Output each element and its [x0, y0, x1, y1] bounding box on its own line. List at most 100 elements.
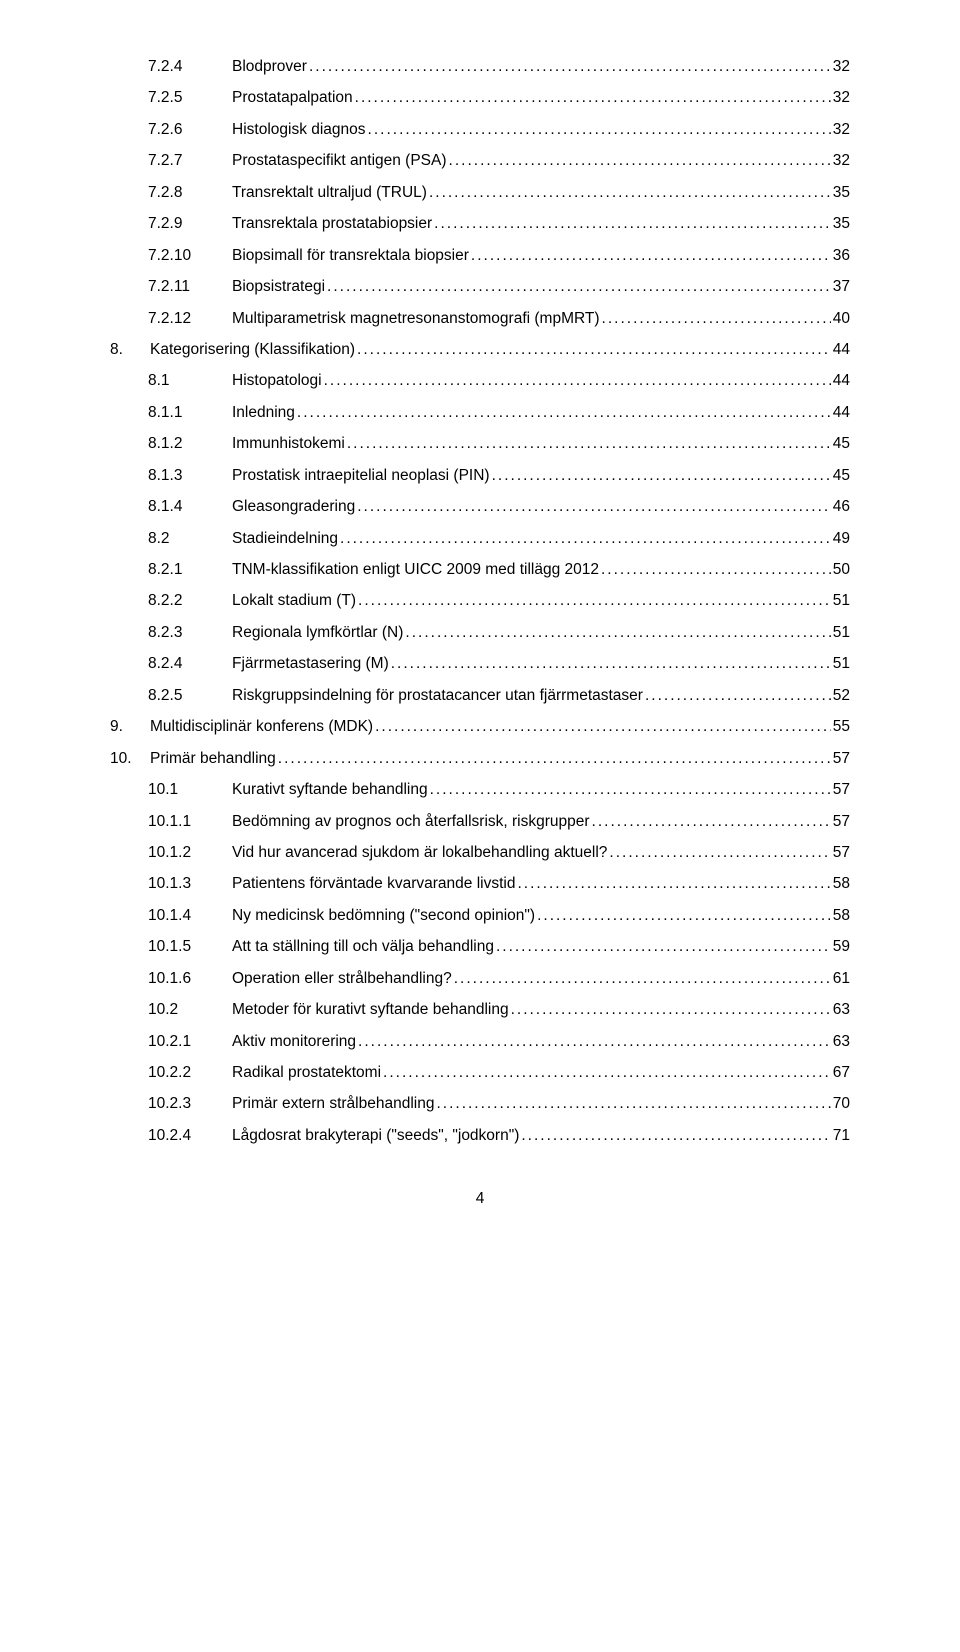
toc-entry: 8.1.3Prostatisk intraepitelial neoplasi … — [110, 461, 850, 490]
toc-entry-page: 57 — [831, 838, 850, 867]
toc-entry-page: 49 — [831, 524, 850, 553]
dot-leader — [511, 995, 831, 1024]
dot-leader — [492, 461, 831, 490]
toc-entry-number: 8.2 — [148, 524, 232, 553]
dot-leader — [405, 618, 830, 647]
toc-entry-label: Immunhistokemi — [232, 429, 347, 458]
toc-entry-number: 8.1.1 — [148, 398, 232, 427]
toc-entry-label: Fjärrmetastasering (M) — [232, 649, 391, 678]
page-number: 4 — [110, 1184, 850, 1213]
dot-leader — [340, 524, 831, 553]
toc-entry-page: 35 — [831, 178, 850, 207]
toc-entry-number: 7.2.9 — [148, 209, 232, 238]
toc-entry-label: Biopsimall för transrektala biopsier — [232, 241, 471, 270]
toc-entry-page: 51 — [831, 618, 850, 647]
toc-entry-number: 10. — [110, 744, 150, 773]
toc-entry-page: 63 — [831, 995, 850, 1024]
toc-entry-number: 8.2.3 — [148, 618, 232, 647]
toc-entry-page: 32 — [831, 146, 850, 175]
dot-leader — [609, 838, 830, 867]
toc-entry: 10.1Kurativt syftande behandling57 — [110, 775, 850, 804]
toc-entry-page: 45 — [831, 461, 850, 490]
toc-entry-page: 35 — [831, 209, 850, 238]
toc-entry-number: 10.1.3 — [148, 869, 232, 898]
toc-entry-page: 32 — [831, 52, 850, 81]
toc-entry-label: Primär behandling — [150, 744, 278, 773]
dot-leader — [357, 492, 831, 521]
dot-leader — [358, 586, 831, 615]
toc-entry: 7.2.10Biopsimall för transrektala biopsi… — [110, 241, 850, 270]
toc-entry-number: 10.2.2 — [148, 1058, 232, 1087]
toc-entry-number: 10.1 — [148, 775, 232, 804]
toc-entry: 7.2.6Histologisk diagnos32 — [110, 115, 850, 144]
toc-entry-number: 8.1 — [148, 366, 232, 395]
toc-entry-label: Bedömning av prognos och återfallsrisk, … — [232, 807, 592, 836]
dot-leader — [601, 555, 831, 584]
dot-leader — [383, 1058, 831, 1087]
toc-entry-number: 7.2.12 — [148, 304, 232, 333]
toc-entry-page: 32 — [831, 115, 850, 144]
toc-entry-label: TNM-klassifikation enligt UICC 2009 med … — [232, 555, 601, 584]
dot-leader — [429, 178, 831, 207]
toc-entry-page: 45 — [831, 429, 850, 458]
toc-entry-label: Lokalt stadium (T) — [232, 586, 358, 615]
toc-entry-number: 10.1.5 — [148, 932, 232, 961]
toc-entry-number: 10.2.3 — [148, 1089, 232, 1118]
dot-leader — [436, 1089, 830, 1118]
toc-entry: 10.1.5Att ta ställning till och välja be… — [110, 932, 850, 961]
toc-entry-label: Histopatologi — [232, 366, 324, 395]
toc-entry: 7.2.11Biopsistrategi37 — [110, 272, 850, 301]
dot-leader — [517, 869, 830, 898]
toc-entry-page: 57 — [831, 744, 850, 773]
toc-entry-page: 46 — [831, 492, 850, 521]
dot-leader — [449, 146, 831, 175]
toc-entry-number: 8.1.4 — [148, 492, 232, 521]
toc-entry-number: 10.1.6 — [148, 964, 232, 993]
toc-entry-page: 58 — [831, 901, 850, 930]
toc-entry: 10.Primär behandling 57 — [110, 744, 850, 773]
dot-leader — [434, 209, 831, 238]
toc-entry-page: 44 — [831, 366, 850, 395]
toc-entry-page: 67 — [831, 1058, 850, 1087]
dot-leader — [309, 52, 831, 81]
toc-entry: 10.1.2Vid hur avancerad sjukdom är lokal… — [110, 838, 850, 867]
toc-entry-label: Blodprover — [232, 52, 309, 81]
toc-entry-label: Riskgruppsindelning för prostatacancer u… — [232, 681, 645, 710]
toc-entry-label: Kurativt syftande behandling — [232, 775, 430, 804]
toc-entry: 8.2Stadieindelning 49 — [110, 524, 850, 553]
toc-entry-label: Prostatisk intraepitelial neoplasi (PIN) — [232, 461, 492, 490]
dot-leader — [278, 744, 831, 773]
toc-entry-page: 50 — [831, 555, 850, 584]
toc-entry-page: 51 — [831, 586, 850, 615]
toc-entry-label: Multiparametrisk magnetresonanstomografi… — [232, 304, 602, 333]
table-of-contents: 7.2.4Blodprover327.2.5Prostatapalpation3… — [110, 52, 850, 1150]
dot-leader — [602, 304, 831, 333]
dot-leader — [327, 272, 831, 301]
toc-entry: 7.2.7Prostataspecifikt antigen (PSA)32 — [110, 146, 850, 175]
toc-entry-number: 8.2.2 — [148, 586, 232, 615]
toc-entry-label: Gleasongradering — [232, 492, 357, 521]
toc-entry-page: 44 — [831, 398, 850, 427]
dot-leader — [645, 681, 831, 710]
toc-entry-number: 7.2.10 — [148, 241, 232, 270]
toc-entry: 10.2.4Lågdosrat brakyterapi ("seeds", "j… — [110, 1121, 850, 1150]
dot-leader — [537, 901, 831, 930]
toc-entry-number: 9. — [110, 712, 150, 741]
dot-leader — [297, 398, 831, 427]
toc-entry-label: Stadieindelning — [232, 524, 340, 553]
toc-entry-label: Prostatapalpation — [232, 83, 355, 112]
toc-entry-page: 70 — [831, 1089, 850, 1118]
toc-entry-label: Regionala lymfkörtlar (N) — [232, 618, 405, 647]
toc-entry-label: Operation eller strålbehandling? — [232, 964, 454, 993]
toc-entry-label: Inledning — [232, 398, 297, 427]
toc-entry-page: 71 — [831, 1121, 850, 1150]
toc-entry: 8.Kategorisering (Klassifikation)44 — [110, 335, 850, 364]
toc-entry-page: 37 — [831, 272, 850, 301]
toc-entry-page: 58 — [831, 869, 850, 898]
toc-entry: 8.1.2Immunhistokemi45 — [110, 429, 850, 458]
toc-entry-label: Radikal prostatektomi — [232, 1058, 383, 1087]
toc-entry-page: 36 — [831, 241, 850, 270]
toc-entry-label: Prostataspecifikt antigen (PSA) — [232, 146, 449, 175]
toc-entry-number: 8.1.3 — [148, 461, 232, 490]
toc-entry-number: 10.1.4 — [148, 901, 232, 930]
